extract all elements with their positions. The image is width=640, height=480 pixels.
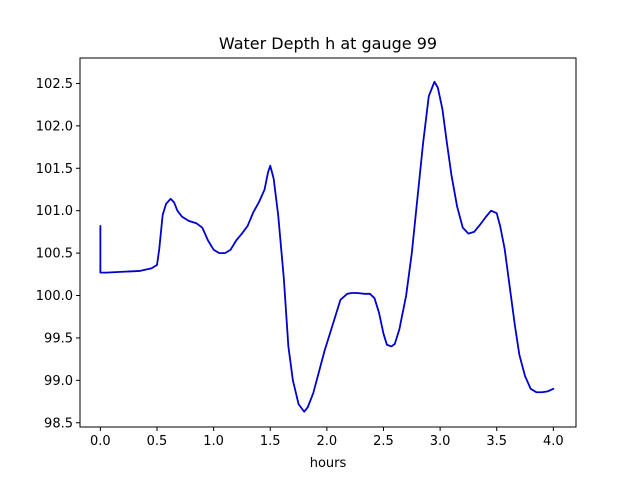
y-tick-label: 102.0 (36, 119, 73, 134)
y-tick-label: 99.5 (44, 331, 73, 346)
x-axis-label: hours (310, 456, 347, 471)
plot-area: 0.0 0.5 1.0 1.5 2.0 2.5 3.0 3.5 4.0 98.5 99.0 99.5 1… (36, 57, 577, 449)
y-tick-label: 100.5 (36, 247, 73, 262)
y-tick-label: 100.0 (36, 289, 73, 304)
chart-title: Water Depth h at gauge 99 (219, 34, 437, 53)
x-tick-label: 1.5 (260, 434, 281, 449)
y-tick-label: 101.0 (36, 204, 73, 219)
y-tick-label: 99.0 (44, 374, 73, 389)
y-tick-label: 101.5 (36, 162, 73, 177)
x-tick-label: 1.0 (203, 434, 224, 449)
x-tick-label: 3.5 (486, 434, 507, 449)
x-tick-label: 3.0 (430, 434, 451, 449)
series-line-0 (99, 80, 555, 413)
y-tick-label: 98.5 (44, 416, 73, 431)
y-tick-label: 102.5 (36, 77, 73, 92)
plot-frame (79, 57, 577, 428)
x-tick-label: 2.5 (373, 434, 394, 449)
x-tick-label: 2.0 (317, 434, 338, 449)
x-tick-label: 0.0 (90, 434, 111, 449)
x-tick-label: 4.0 (543, 434, 564, 449)
x-tick-label: 0.5 (147, 434, 168, 449)
